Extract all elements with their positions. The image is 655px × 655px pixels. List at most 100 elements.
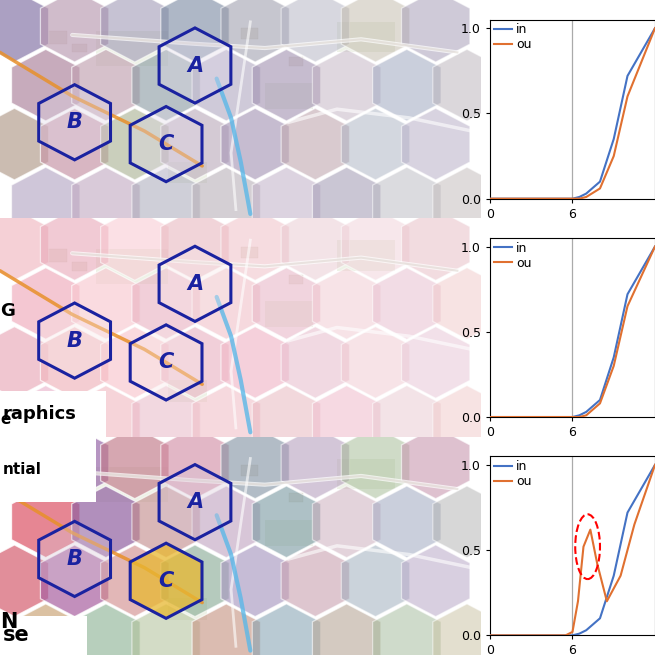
- Legend: in, ou: in, ou: [493, 240, 533, 271]
- Polygon shape: [130, 107, 202, 181]
- Text: C: C: [159, 352, 174, 373]
- Polygon shape: [12, 386, 80, 457]
- Polygon shape: [341, 0, 409, 62]
- Polygon shape: [373, 386, 441, 457]
- Bar: [241, 247, 257, 257]
- Bar: [168, 380, 207, 402]
- in: [582, 408, 590, 416]
- Bar: [72, 480, 86, 489]
- Polygon shape: [192, 604, 261, 655]
- Bar: [337, 458, 395, 489]
- Polygon shape: [41, 545, 109, 616]
- Polygon shape: [160, 209, 229, 280]
- ou: [575, 195, 583, 202]
- Polygon shape: [12, 49, 80, 121]
- Polygon shape: [0, 108, 48, 180]
- Polygon shape: [252, 167, 321, 239]
- Polygon shape: [312, 604, 381, 655]
- Polygon shape: [221, 427, 290, 498]
- in: [566, 413, 574, 421]
- Polygon shape: [132, 604, 200, 655]
- Polygon shape: [101, 545, 169, 616]
- Line: in: in: [490, 465, 655, 635]
- ou: [596, 185, 604, 193]
- Polygon shape: [281, 209, 350, 280]
- Polygon shape: [252, 604, 321, 655]
- in: [569, 631, 576, 639]
- in: [610, 354, 618, 362]
- Polygon shape: [433, 49, 501, 121]
- ou: [574, 597, 582, 605]
- Text: N: N: [0, 612, 18, 632]
- FancyBboxPatch shape: [0, 616, 86, 655]
- in: [575, 629, 583, 637]
- in: [610, 135, 618, 143]
- Legend: in, ou: in, ou: [493, 22, 533, 52]
- Bar: [96, 467, 168, 502]
- Polygon shape: [281, 545, 350, 616]
- Polygon shape: [252, 486, 321, 557]
- ou: [486, 195, 494, 202]
- Polygon shape: [72, 49, 140, 121]
- Bar: [48, 467, 67, 480]
- Bar: [48, 249, 67, 262]
- Polygon shape: [341, 545, 409, 616]
- Polygon shape: [281, 327, 350, 398]
- Text: B: B: [67, 112, 83, 132]
- Polygon shape: [341, 327, 409, 398]
- Polygon shape: [192, 386, 261, 457]
- Polygon shape: [433, 386, 501, 457]
- ou: [651, 24, 655, 32]
- ou: [569, 195, 576, 202]
- ou: [582, 193, 590, 201]
- Bar: [265, 83, 313, 109]
- FancyBboxPatch shape: [0, 437, 96, 502]
- Polygon shape: [0, 427, 48, 498]
- in: [624, 290, 631, 298]
- Polygon shape: [101, 209, 169, 280]
- ou: [593, 560, 601, 568]
- Bar: [96, 249, 168, 284]
- Text: raphics: raphics: [3, 405, 76, 423]
- Polygon shape: [130, 543, 202, 618]
- in: [624, 72, 631, 80]
- Polygon shape: [221, 108, 290, 180]
- ou: [651, 242, 655, 250]
- Polygon shape: [41, 427, 109, 498]
- in: [566, 631, 574, 639]
- in: [486, 413, 494, 421]
- in: [610, 572, 618, 580]
- Polygon shape: [132, 49, 200, 121]
- Text: B: B: [67, 549, 83, 569]
- Bar: [96, 31, 168, 66]
- in: [566, 195, 574, 202]
- Legend: in, ou: in, ou: [493, 458, 533, 489]
- ou: [566, 195, 574, 202]
- in: [651, 461, 655, 469]
- Line: ou: ou: [490, 246, 655, 417]
- Text: C: C: [159, 571, 174, 591]
- Text: A: A: [187, 492, 203, 512]
- ou: [624, 92, 631, 100]
- Text: C: C: [159, 134, 174, 154]
- Polygon shape: [0, 545, 48, 616]
- Polygon shape: [39, 521, 111, 597]
- Polygon shape: [0, 327, 48, 398]
- Polygon shape: [72, 167, 140, 239]
- Polygon shape: [160, 545, 229, 616]
- in: [575, 193, 583, 201]
- Polygon shape: [160, 427, 229, 498]
- Polygon shape: [0, 209, 48, 280]
- Polygon shape: [0, 0, 48, 62]
- Polygon shape: [252, 268, 321, 339]
- Polygon shape: [221, 545, 290, 616]
- Polygon shape: [341, 427, 409, 498]
- in: [596, 614, 604, 622]
- Bar: [241, 465, 257, 476]
- Polygon shape: [39, 303, 111, 378]
- Polygon shape: [373, 167, 441, 239]
- Polygon shape: [12, 268, 80, 339]
- in: [624, 509, 631, 517]
- Polygon shape: [221, 0, 290, 62]
- ou: [569, 413, 576, 421]
